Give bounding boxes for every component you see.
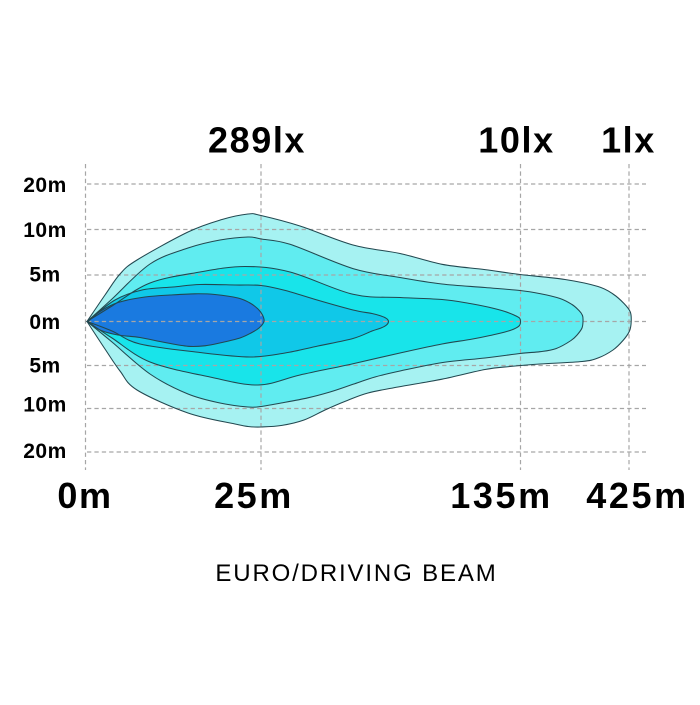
svg-text:425m: 425m [586,475,688,516]
svg-text:0m: 0m [57,475,112,516]
svg-text:EURO/DRIVING BEAM: EURO/DRIVING BEAM [215,560,497,587]
svg-text:289lx: 289lx [208,120,306,161]
svg-text:5m: 5m [29,263,60,286]
svg-text:0m: 0m [29,311,60,334]
svg-text:10m: 10m [23,393,67,416]
svg-text:25m: 25m [214,475,294,516]
svg-text:20m: 20m [23,174,67,197]
svg-text:20m: 20m [23,440,67,463]
svg-text:5m: 5m [29,354,60,377]
svg-text:10lx: 10lx [478,120,554,161]
svg-text:10m: 10m [23,219,67,242]
svg-text:135m: 135m [450,475,552,516]
svg-text:1lx: 1lx [601,120,656,161]
